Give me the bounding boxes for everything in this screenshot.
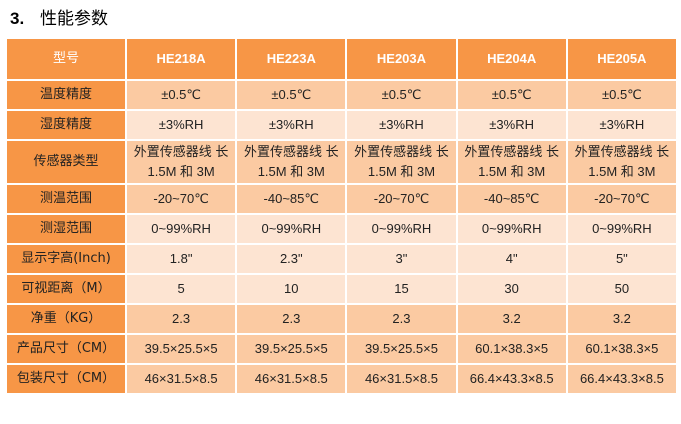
- table-row: 可视距离（M） 5 10 15 30 50: [7, 275, 676, 303]
- table-cell: -20~70℃: [567, 185, 676, 213]
- row-label: 显示字高(Inch): [7, 245, 125, 273]
- table-cell: 3.2: [457, 305, 566, 333]
- table-cell: 46×31.5×8.5: [127, 365, 236, 393]
- table-cell: 外置传感器线 长 1.5M 和 3M: [127, 141, 236, 183]
- table-cell: 5: [127, 275, 236, 303]
- table-cell: 66.4×43.3×8.5: [457, 365, 566, 393]
- table-row: 测温范围 -20~70℃ -40~85℃ -20~70℃ -40~85℃ -20…: [7, 185, 676, 213]
- table-cell: 外置传感器线 长 1.5M 和 3M: [567, 141, 676, 183]
- row-label: 测温范围: [7, 185, 125, 213]
- table-cell: 5": [567, 245, 676, 273]
- table-cell: -20~70℃: [347, 185, 456, 213]
- table-cell: 0~99%RH: [347, 215, 456, 243]
- table-cell: ±3%RH: [127, 111, 236, 139]
- table-row: 显示字高(Inch) 1.8" 2.3" 3" 4" 5": [7, 245, 676, 273]
- table-cell: 15: [347, 275, 456, 303]
- table-cell: ±0.5℃: [567, 81, 676, 109]
- table-cell: 2.3: [347, 305, 456, 333]
- table-cell: 2.3: [127, 305, 236, 333]
- table-cell: 60.1×38.3×5: [457, 335, 566, 363]
- table-cell: ±0.5℃: [457, 81, 566, 109]
- row-label: 产品尺寸（CM）: [7, 335, 125, 363]
- spec-table: 型号 HE218A HE223A HE203A HE204A HE205A 温度…: [5, 37, 678, 395]
- row-label: 净重（KG）: [7, 305, 125, 333]
- table-cell: 39.5×25.5×5: [347, 335, 456, 363]
- table-row: 产品尺寸（CM） 39.5×25.5×5 39.5×25.5×5 39.5×25…: [7, 335, 676, 363]
- header-model: HE218A: [127, 39, 236, 79]
- table-cell: 3.2: [567, 305, 676, 333]
- row-label: 包装尺寸（CM）: [7, 365, 125, 393]
- table-row: 温度精度 ±0.5℃ ±0.5℃ ±0.5℃ ±0.5℃ ±0.5℃: [7, 81, 676, 109]
- table-cell: ±0.5℃: [127, 81, 236, 109]
- table-cell: ±3%RH: [457, 111, 566, 139]
- table-cell: 外置传感器线 长 1.5M 和 3M: [347, 141, 456, 183]
- table-cell: 66.4×43.3×8.5: [567, 365, 676, 393]
- header-model: HE203A: [347, 39, 456, 79]
- table-cell: 外置传感器线 长 1.5M 和 3M: [237, 141, 346, 183]
- table-cell: 2.3: [237, 305, 346, 333]
- table-cell: -40~85℃: [457, 185, 566, 213]
- row-label: 测湿范围: [7, 215, 125, 243]
- table-cell: ±0.5℃: [237, 81, 346, 109]
- row-label: 温度精度: [7, 81, 125, 109]
- row-label: 可视距离（M）: [7, 275, 125, 303]
- table-cell: ±3%RH: [567, 111, 676, 139]
- table-cell: -20~70℃: [127, 185, 236, 213]
- table-cell: 外置传感器线 长 1.5M 和 3M: [457, 141, 566, 183]
- header-model: HE223A: [237, 39, 346, 79]
- table-row: 包装尺寸（CM） 46×31.5×8.5 46×31.5×8.5 46×31.5…: [7, 365, 676, 393]
- header-model: HE205A: [567, 39, 676, 79]
- section-heading: 3. 性能参数: [10, 4, 108, 29]
- table-row: 净重（KG） 2.3 2.3 2.3 3.2 3.2: [7, 305, 676, 333]
- section-number: 3.: [10, 9, 25, 28]
- table-cell: 0~99%RH: [127, 215, 236, 243]
- table-cell: -40~85℃: [237, 185, 346, 213]
- table-cell: 1.8": [127, 245, 236, 273]
- table-row: 测湿范围 0~99%RH 0~99%RH 0~99%RH 0~99%RH 0~9…: [7, 215, 676, 243]
- table-cell: ±3%RH: [237, 111, 346, 139]
- table-cell: 4": [457, 245, 566, 273]
- table-cell: 39.5×25.5×5: [237, 335, 346, 363]
- table-cell: 50: [567, 275, 676, 303]
- table-cell: 0~99%RH: [567, 215, 676, 243]
- table-cell: 0~99%RH: [457, 215, 566, 243]
- table-cell: 60.1×38.3×5: [567, 335, 676, 363]
- table-row: 传感器类型 外置传感器线 长 1.5M 和 3M 外置传感器线 长 1.5M 和…: [7, 141, 676, 183]
- table-cell: ±0.5℃: [347, 81, 456, 109]
- table-cell: 30: [457, 275, 566, 303]
- section-title: 性能参数: [40, 9, 108, 29]
- table-cell: 10: [237, 275, 346, 303]
- header-model-label: 型号: [7, 39, 125, 79]
- table-cell: 0~99%RH: [237, 215, 346, 243]
- table-cell: 39.5×25.5×5: [127, 335, 236, 363]
- table-row: 湿度精度 ±3%RH ±3%RH ±3%RH ±3%RH ±3%RH: [7, 111, 676, 139]
- table-cell: 46×31.5×8.5: [347, 365, 456, 393]
- table-cell: 2.3": [237, 245, 346, 273]
- table-cell: 46×31.5×8.5: [237, 365, 346, 393]
- row-label: 湿度精度: [7, 111, 125, 139]
- header-model: HE204A: [457, 39, 566, 79]
- row-label: 传感器类型: [7, 141, 125, 183]
- table-cell: 3": [347, 245, 456, 273]
- table-cell: ±3%RH: [347, 111, 456, 139]
- table-header-row: 型号 HE218A HE223A HE203A HE204A HE205A: [7, 39, 676, 79]
